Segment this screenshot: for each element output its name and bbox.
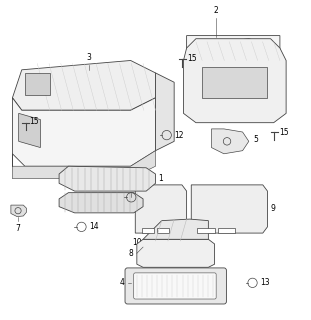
Polygon shape (12, 98, 156, 166)
Polygon shape (12, 151, 156, 179)
Polygon shape (59, 193, 143, 213)
Text: 14: 14 (89, 222, 99, 231)
Text: 4: 4 (119, 278, 124, 287)
Polygon shape (137, 239, 215, 267)
Polygon shape (197, 228, 215, 233)
Text: 11: 11 (148, 198, 157, 207)
Text: 3: 3 (86, 53, 91, 62)
Polygon shape (156, 73, 174, 151)
Polygon shape (183, 39, 286, 123)
Polygon shape (59, 166, 156, 191)
FancyBboxPatch shape (134, 273, 216, 299)
Polygon shape (191, 185, 267, 233)
Text: 10: 10 (132, 238, 142, 247)
Text: 1: 1 (159, 173, 163, 182)
Text: 15: 15 (30, 116, 39, 126)
Polygon shape (202, 67, 267, 98)
Polygon shape (11, 205, 26, 217)
Text: 15: 15 (279, 127, 289, 137)
Polygon shape (143, 219, 208, 239)
Text: 13: 13 (260, 278, 270, 287)
Text: 7: 7 (16, 224, 21, 233)
Polygon shape (135, 185, 187, 233)
FancyBboxPatch shape (125, 268, 226, 304)
Text: 15: 15 (187, 54, 197, 63)
Text: 5: 5 (253, 135, 258, 144)
Polygon shape (218, 228, 235, 233)
Polygon shape (19, 113, 40, 148)
Text: 12: 12 (174, 131, 184, 140)
Polygon shape (157, 228, 169, 233)
Polygon shape (211, 129, 249, 154)
Polygon shape (142, 228, 154, 233)
Polygon shape (187, 36, 280, 60)
Text: 2: 2 (214, 6, 219, 15)
Polygon shape (25, 73, 50, 95)
Text: 9: 9 (271, 204, 276, 213)
Polygon shape (12, 60, 156, 110)
Text: 6: 6 (129, 180, 134, 189)
Text: 8: 8 (129, 249, 134, 258)
